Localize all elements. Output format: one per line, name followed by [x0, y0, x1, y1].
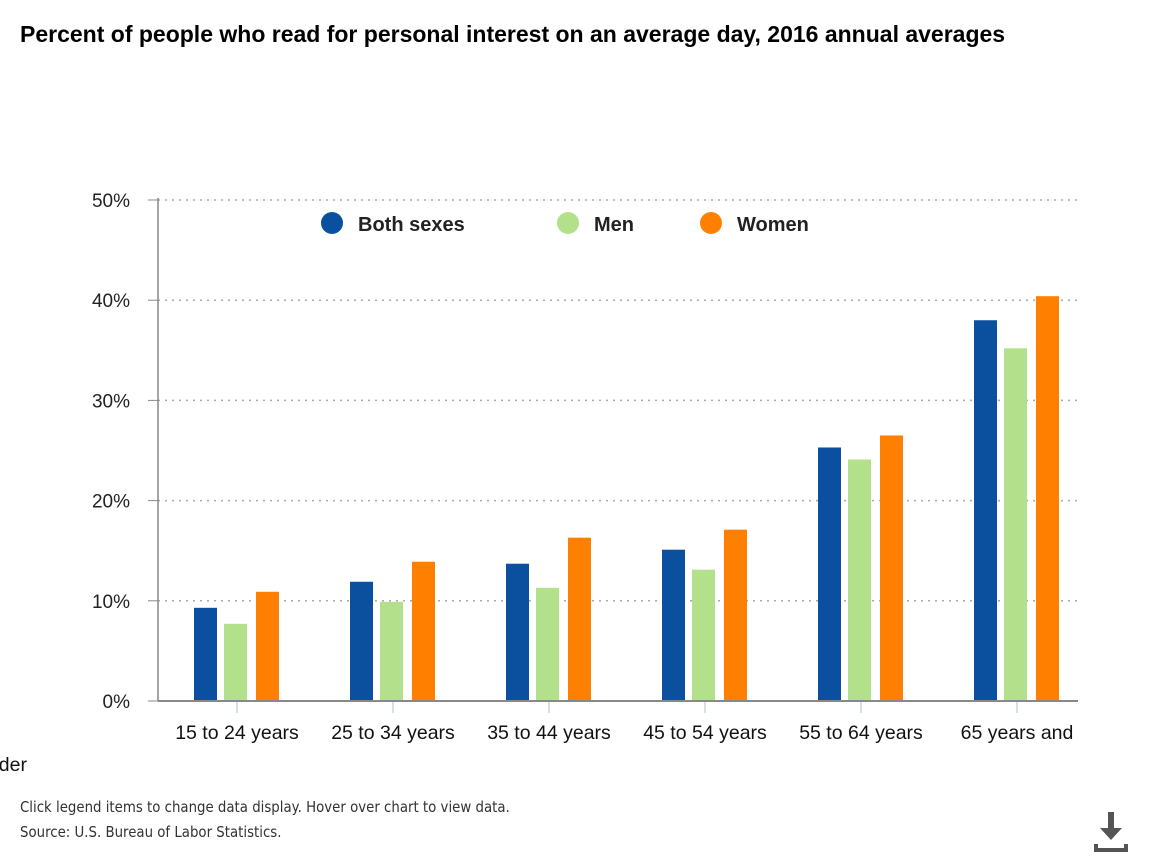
y-tick-label: 50%: [92, 191, 130, 212]
legend-marker[interactable]: [557, 212, 579, 234]
bar-men[interactable]: [692, 569, 715, 701]
bar-women[interactable]: [568, 537, 591, 701]
download-icon[interactable]: [1094, 812, 1128, 852]
bar-men[interactable]: [224, 623, 247, 701]
bar-women[interactable]: [412, 561, 435, 701]
bar-both-sexes[interactable]: [974, 320, 997, 701]
legend-marker[interactable]: [321, 212, 343, 234]
bar-both-sexes[interactable]: [818, 447, 841, 701]
x-tick-label: 25 to 34 years: [331, 722, 455, 744]
bar-both-sexes[interactable]: [662, 549, 685, 701]
chart-title: Percent of people who read for personal …: [20, 21, 1006, 47]
bar-men[interactable]: [536, 587, 559, 701]
legend-item-label[interactable]: Both sexes: [358, 214, 465, 236]
legend-item-label[interactable]: Women: [737, 214, 809, 236]
legend-item-label[interactable]: Men: [594, 214, 634, 236]
bar-chart[interactable]: 0% 10% 20% 30% 40% 50% 15 to 24 years 25 to 34 …: [0, 0, 1160, 800]
x-tick-label: 45 to 54 years: [643, 722, 767, 744]
bar-women[interactable]: [880, 435, 903, 701]
bar-both-sexes[interactable]: [194, 607, 217, 701]
bar-women[interactable]: [724, 529, 747, 701]
x-tick-label: 55 to 64 years: [799, 722, 923, 744]
bar-men[interactable]: [1004, 348, 1027, 701]
bar-both-sexes[interactable]: [350, 581, 373, 701]
y-tick-label: 20%: [92, 492, 130, 513]
legend-marker[interactable]: [700, 212, 722, 234]
y-tick-label: 10%: [92, 592, 130, 613]
bar-women[interactable]: [256, 591, 279, 701]
bar-men[interactable]: [848, 459, 871, 701]
x-tick-label: 15 to 24 years: [175, 722, 299, 744]
x-tick-label-wrap: older: [0, 754, 27, 776]
y-tick-label: 30%: [92, 391, 130, 412]
bar-women[interactable]: [1036, 296, 1059, 701]
source-note: Source: U.S. Bureau of Labor Statistics.: [20, 823, 282, 841]
x-tick-label: 65 years and: [961, 722, 1074, 744]
bar-both-sexes[interactable]: [506, 563, 529, 701]
y-tick-label: 40%: [92, 291, 130, 312]
x-tick-label: 35 to 44 years: [487, 722, 611, 744]
bar-men[interactable]: [380, 601, 403, 701]
instructions-note: Click legend items to change data displa…: [20, 798, 510, 816]
y-tick-label: 0%: [103, 692, 131, 713]
